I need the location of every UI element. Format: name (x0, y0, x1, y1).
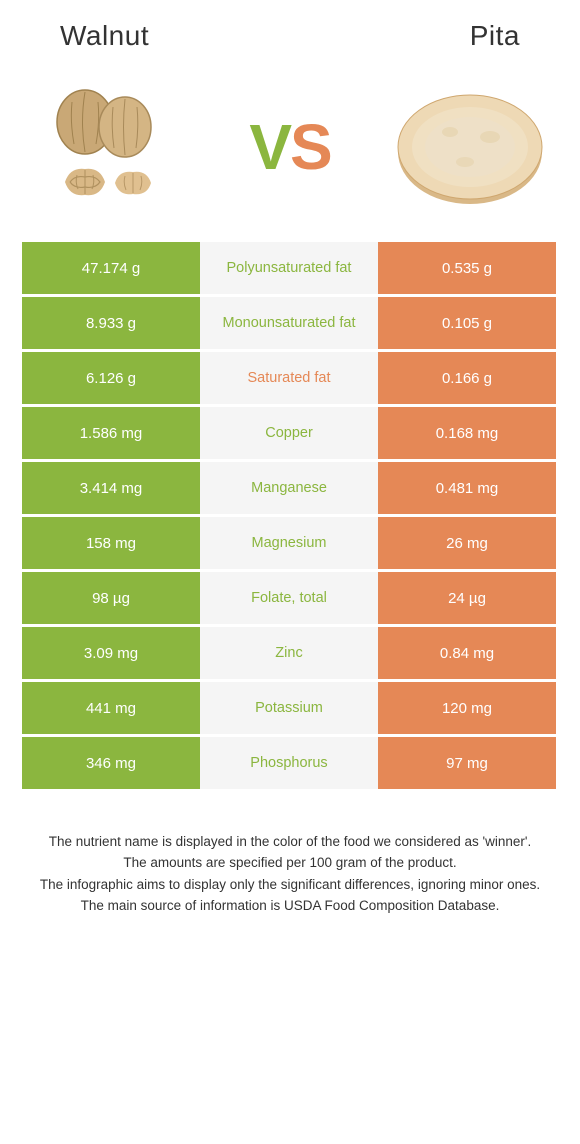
nutrient-name: Polyunsaturated fat (200, 242, 378, 294)
walnut-value: 6.126 g (22, 352, 200, 404)
walnut-value: 441 mg (22, 682, 200, 734)
footer-line-4: The main source of information is USDA F… (30, 896, 550, 916)
nutrient-name: Manganese (200, 462, 378, 514)
footer-line-2: The amounts are specified per 100 gram o… (30, 853, 550, 873)
nutrient-name: Magnesium (200, 517, 378, 569)
table-row: 98 µgFolate, total24 µg (22, 572, 558, 624)
footer-line-3: The infographic aims to display only the… (30, 875, 550, 895)
pita-image (390, 82, 550, 212)
table-row: 8.933 gMonounsaturated fat0.105 g (22, 297, 558, 349)
images-row: VS (0, 62, 580, 242)
walnut-value: 8.933 g (22, 297, 200, 349)
nutrient-name: Saturated fat (200, 352, 378, 404)
walnut-value: 158 mg (22, 517, 200, 569)
pita-value: 120 mg (378, 682, 556, 734)
walnut-value: 98 µg (22, 572, 200, 624)
pita-value: 97 mg (378, 737, 556, 789)
walnut-icon (30, 82, 190, 212)
pita-value: 0.166 g (378, 352, 556, 404)
pita-value: 0.84 mg (378, 627, 556, 679)
nutrient-name: Phosphorus (200, 737, 378, 789)
walnut-value: 346 mg (22, 737, 200, 789)
nutrient-name: Folate, total (200, 572, 378, 624)
table-row: 1.586 mgCopper0.168 mg (22, 407, 558, 459)
nutrient-name: Zinc (200, 627, 378, 679)
food-title-right: Pita (470, 20, 520, 52)
walnut-value: 3.09 mg (22, 627, 200, 679)
walnut-image (30, 82, 190, 212)
pita-value: 26 mg (378, 517, 556, 569)
pita-value: 0.535 g (378, 242, 556, 294)
footer-line-1: The nutrient name is displayed in the co… (30, 832, 550, 852)
table-row: 3.09 mgZinc0.84 mg (22, 627, 558, 679)
table-row: 3.414 mgManganese0.481 mg (22, 462, 558, 514)
footer-text: The nutrient name is displayed in the co… (0, 792, 580, 937)
vs-label: VS (249, 110, 330, 184)
table-row: 6.126 gSaturated fat0.166 g (22, 352, 558, 404)
food-title-left: Walnut (60, 20, 149, 52)
nutrient-name: Potassium (200, 682, 378, 734)
pita-icon (390, 82, 550, 212)
nutrient-table: 47.174 gPolyunsaturated fat0.535 g8.933 … (0, 242, 580, 789)
pita-value: 0.481 mg (378, 462, 556, 514)
table-row: 441 mgPotassium120 mg (22, 682, 558, 734)
table-row: 346 mgPhosphorus97 mg (22, 737, 558, 789)
pita-value: 24 µg (378, 572, 556, 624)
table-row: 158 mgMagnesium26 mg (22, 517, 558, 569)
pita-value: 0.105 g (378, 297, 556, 349)
walnut-value: 47.174 g (22, 242, 200, 294)
header-row: Walnut Pita (0, 0, 580, 62)
walnut-value: 3.414 mg (22, 462, 200, 514)
vs-v: V (249, 110, 290, 184)
nutrient-name: Monounsaturated fat (200, 297, 378, 349)
vs-s: S (290, 110, 331, 184)
pita-value: 0.168 mg (378, 407, 556, 459)
nutrient-name: Copper (200, 407, 378, 459)
walnut-value: 1.586 mg (22, 407, 200, 459)
table-row: 47.174 gPolyunsaturated fat0.535 g (22, 242, 558, 294)
